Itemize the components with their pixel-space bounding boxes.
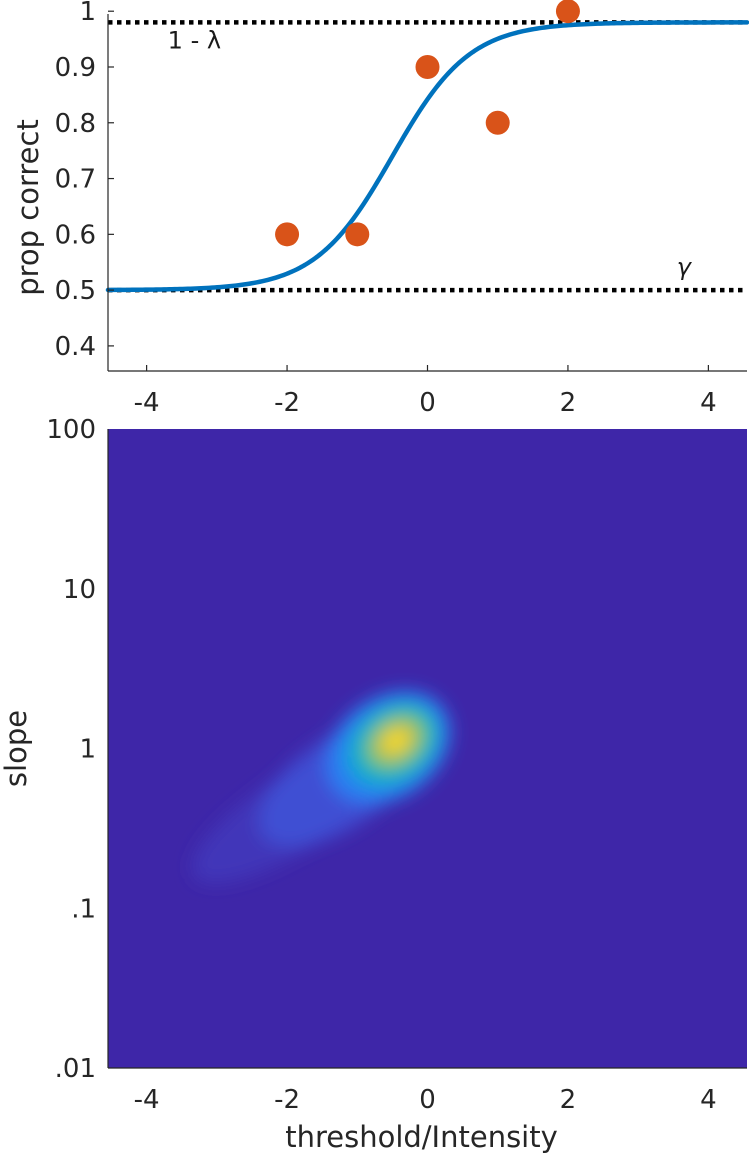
- data-point: [485, 110, 510, 135]
- data-point: [415, 54, 440, 79]
- y-tick-label: 0.7: [55, 165, 96, 195]
- x-tick-label: 2: [560, 1085, 577, 1115]
- y-tick-label: 10: [63, 575, 96, 605]
- x-tick-label: 0: [419, 388, 436, 418]
- y-tick-label: 0.4: [55, 332, 96, 362]
- posterior-blob: [192, 691, 451, 884]
- fitted-curve: [105, 20, 749, 293]
- posterior-contour: [388, 734, 404, 748]
- x-tick-label: -2: [274, 388, 300, 418]
- lapse-label: 1 - λ: [168, 26, 221, 54]
- y-tick-label: 0.8: [55, 109, 96, 139]
- data-point: [345, 222, 370, 247]
- data-points: [275, 0, 580, 247]
- top-axes: 0.4 0.5 0.6 0.7 0.8 0.9 1 -4 -2 0 2 4: [55, 0, 747, 418]
- guess-label: γ: [677, 253, 693, 281]
- y-tick-label: 0.6: [55, 220, 96, 250]
- x-tick-label: 4: [700, 1085, 717, 1115]
- y-axis-label: prop correct: [11, 119, 45, 296]
- psychometric-plot: 0.4 0.5 0.6 0.7 0.8 0.9 1 -4 -2 0 2 4 1 - λ γ prop …: [11, 0, 749, 418]
- posterior-heatmap: 100 10 1 .1 .01 -4 -2 0 2 4 slope threshold/Inten…: [0, 415, 747, 1154]
- x-tick-label: -4: [134, 388, 160, 418]
- data-point: [275, 222, 300, 247]
- y-axis-label: slope: [0, 710, 33, 787]
- bottom-axes: 100 10 1 .1 .01 -4 -2 0 2 4: [46, 415, 747, 1115]
- y-tick-label: 1: [79, 0, 96, 27]
- data-point: [555, 0, 580, 24]
- y-tick-label: 1: [79, 735, 96, 765]
- y-tick-label: 100: [46, 415, 96, 445]
- x-tick-label: -4: [134, 1085, 160, 1115]
- x-tick-label: 4: [700, 388, 717, 418]
- y-tick-label: .01: [55, 1054, 96, 1084]
- x-tick-label: 0: [419, 1085, 436, 1115]
- x-tick-label: 2: [560, 388, 577, 418]
- x-tick-label: -2: [274, 1085, 300, 1115]
- y-tick-label: .1: [71, 894, 96, 924]
- y-tick-label: 0.5: [55, 276, 96, 306]
- y-tick-label: 0.9: [55, 53, 96, 83]
- x-axis-label: threshold/Intensity: [285, 1120, 558, 1154]
